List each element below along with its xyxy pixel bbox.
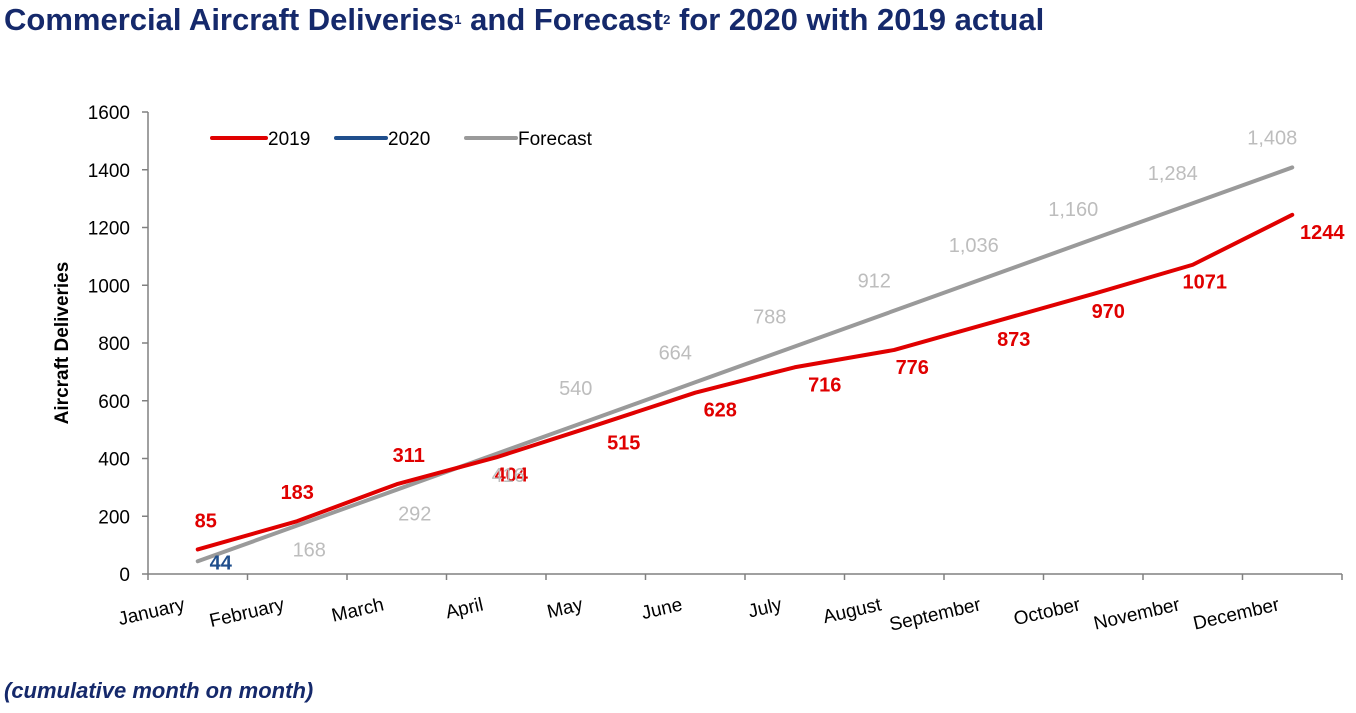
data-label-forecast: 1,160 <box>1048 199 1098 221</box>
y-tick-label: 1400 <box>88 161 130 182</box>
data-label-2020: 44 <box>210 552 233 574</box>
x-tick-label: April <box>444 594 486 623</box>
y-tick-label: 600 <box>98 392 130 413</box>
data-label-forecast: 1,036 <box>949 235 999 257</box>
y-tick-label: 1200 <box>88 219 130 240</box>
x-tick-label: May <box>545 594 585 623</box>
y-tick-label: 1600 <box>88 103 130 124</box>
data-label-2019: 716 <box>808 374 841 396</box>
x-tick-label: November <box>1092 594 1183 634</box>
x-tick-label: June <box>640 594 685 624</box>
x-tick-label: October <box>1012 594 1083 630</box>
series-line-forecast <box>195 165 1295 564</box>
chart-note: (cumulative month on month) <box>4 678 314 703</box>
data-label-2019: 183 <box>281 482 314 504</box>
legend-label-forecast: Forecast <box>518 129 593 150</box>
data-label-forecast: 168 <box>293 539 326 561</box>
data-label-2019: 1244 <box>1300 222 1345 244</box>
title-part2: and Forecast <box>461 2 664 37</box>
data-label-forecast: 1,284 <box>1148 163 1198 185</box>
chart-title: Commercial Aircraft Deliveries1 and Fore… <box>4 2 1044 38</box>
x-tick-label: January <box>116 594 187 630</box>
x-tick-label: September <box>888 594 984 636</box>
title-footnote-2: 2 <box>663 12 671 27</box>
x-tick-label: July <box>746 594 784 622</box>
legend-label-2020: 2020 <box>388 129 430 150</box>
y-tick-label: 0 <box>119 565 130 586</box>
y-tick-label: 400 <box>98 450 130 471</box>
x-tick-label: August <box>821 594 884 628</box>
title-part1: Commercial Aircraft Deliveries <box>4 2 455 37</box>
data-label-2019: 873 <box>997 329 1030 351</box>
data-label-2019: 776 <box>896 357 929 379</box>
data-label-forecast: 416 <box>492 465 525 487</box>
x-tick-label: March <box>330 594 386 626</box>
data-label-2019: 85 <box>195 510 217 532</box>
data-label-2019: 404 <box>495 464 529 486</box>
data-label-forecast: 540 <box>559 378 592 400</box>
data-label-2019: 311 <box>393 445 425 467</box>
x-tick-label: February <box>208 594 287 632</box>
y-tick-label: 1000 <box>88 276 130 297</box>
data-label-forecast: 1,408 <box>1247 127 1297 149</box>
data-label-2019: 628 <box>704 400 737 422</box>
y-axis-label: Aircraft Deliveries <box>52 262 73 425</box>
title-part3: for 2020 with 2019 actual <box>670 2 1045 37</box>
data-label-2019: 1071 <box>1183 272 1228 294</box>
data-label-forecast: 912 <box>858 271 891 293</box>
series-line-2019 <box>195 212 1295 552</box>
title-footnote-1: 1 <box>454 12 462 27</box>
x-tick-label: December <box>1191 594 1282 634</box>
data-label-forecast: 292 <box>398 504 431 526</box>
data-label-forecast: 664 <box>659 342 692 364</box>
data-label-forecast: 788 <box>753 306 786 328</box>
y-tick-label: 200 <box>98 507 130 528</box>
data-label-2019: 970 <box>1092 301 1125 323</box>
data-label-2019: 515 <box>607 432 640 454</box>
legend-label-2019: 2019 <box>268 129 310 150</box>
y-tick-label: 800 <box>98 334 130 355</box>
